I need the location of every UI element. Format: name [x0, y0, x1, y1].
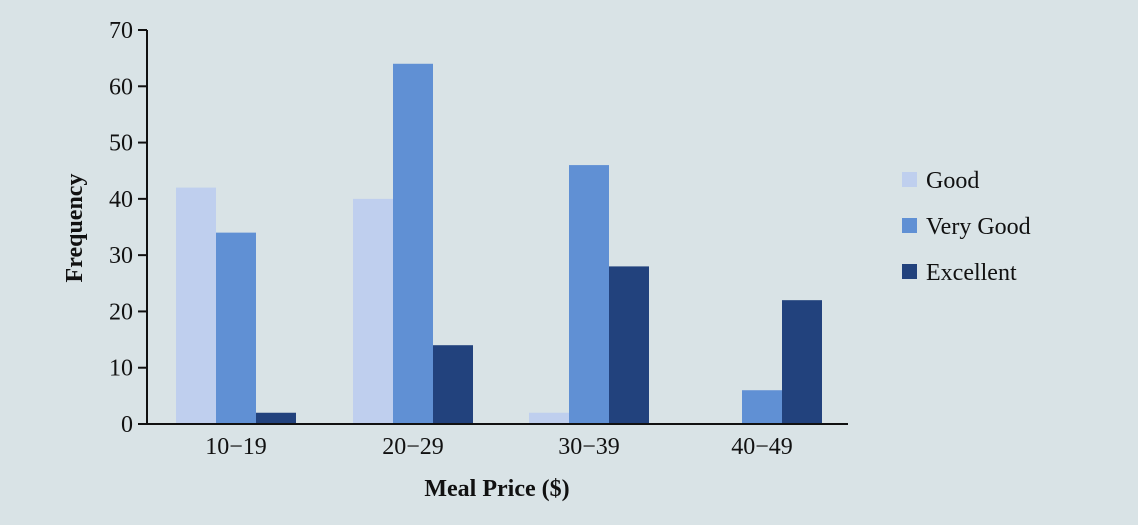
- bar-excellent-40-49: [782, 300, 822, 424]
- bar-good-30-39: [529, 412, 569, 424]
- legend-swatch-excellent: [902, 264, 917, 279]
- bar-very-good-30-39: [569, 165, 609, 425]
- legend-swatch-good: [902, 172, 917, 187]
- y-tick-label: 60: [109, 74, 133, 100]
- bar-good-10-19: [176, 187, 216, 424]
- x-tick-label: 20−29: [382, 434, 444, 460]
- bars-group: [176, 63, 822, 425]
- y-tick-label: 20: [109, 299, 133, 325]
- legend: Good Very Good Excellent: [902, 168, 1031, 286]
- bar-very-good-40-49: [742, 390, 782, 424]
- legend-label-very-good: Very Good: [926, 214, 1031, 240]
- bar-excellent-30-39: [609, 266, 649, 424]
- y-tick-label: 40: [109, 187, 133, 213]
- axes-group: 0 10 20 30 40 50 60 70 10−19 20−29 30−39 40−49: [109, 18, 848, 460]
- bar-very-good-10-19: [216, 232, 256, 424]
- x-tick-label: 10−19: [205, 434, 267, 460]
- bar-excellent-20-29: [433, 345, 473, 424]
- y-tick-label: 70: [109, 18, 133, 44]
- y-tick-label: 50: [109, 131, 133, 157]
- y-tick-label: 0: [121, 412, 133, 438]
- y-tick-label: 30: [109, 243, 133, 269]
- y-tick-label: 10: [109, 356, 133, 382]
- legend-label-good: Good: [926, 168, 979, 194]
- x-tick-label: 30−39: [558, 434, 620, 460]
- bar-very-good-20-29: [393, 63, 433, 425]
- bar-good-20-29: [353, 198, 393, 424]
- x-tick-label: 40−49: [731, 434, 793, 460]
- bar-excellent-10-19: [256, 412, 296, 424]
- x-axis-title: Meal Price ($): [424, 476, 569, 502]
- y-axis-title: Frequency: [62, 174, 88, 283]
- legend-label-excellent: Excellent: [926, 260, 1017, 286]
- legend-swatch-very-good: [902, 218, 917, 233]
